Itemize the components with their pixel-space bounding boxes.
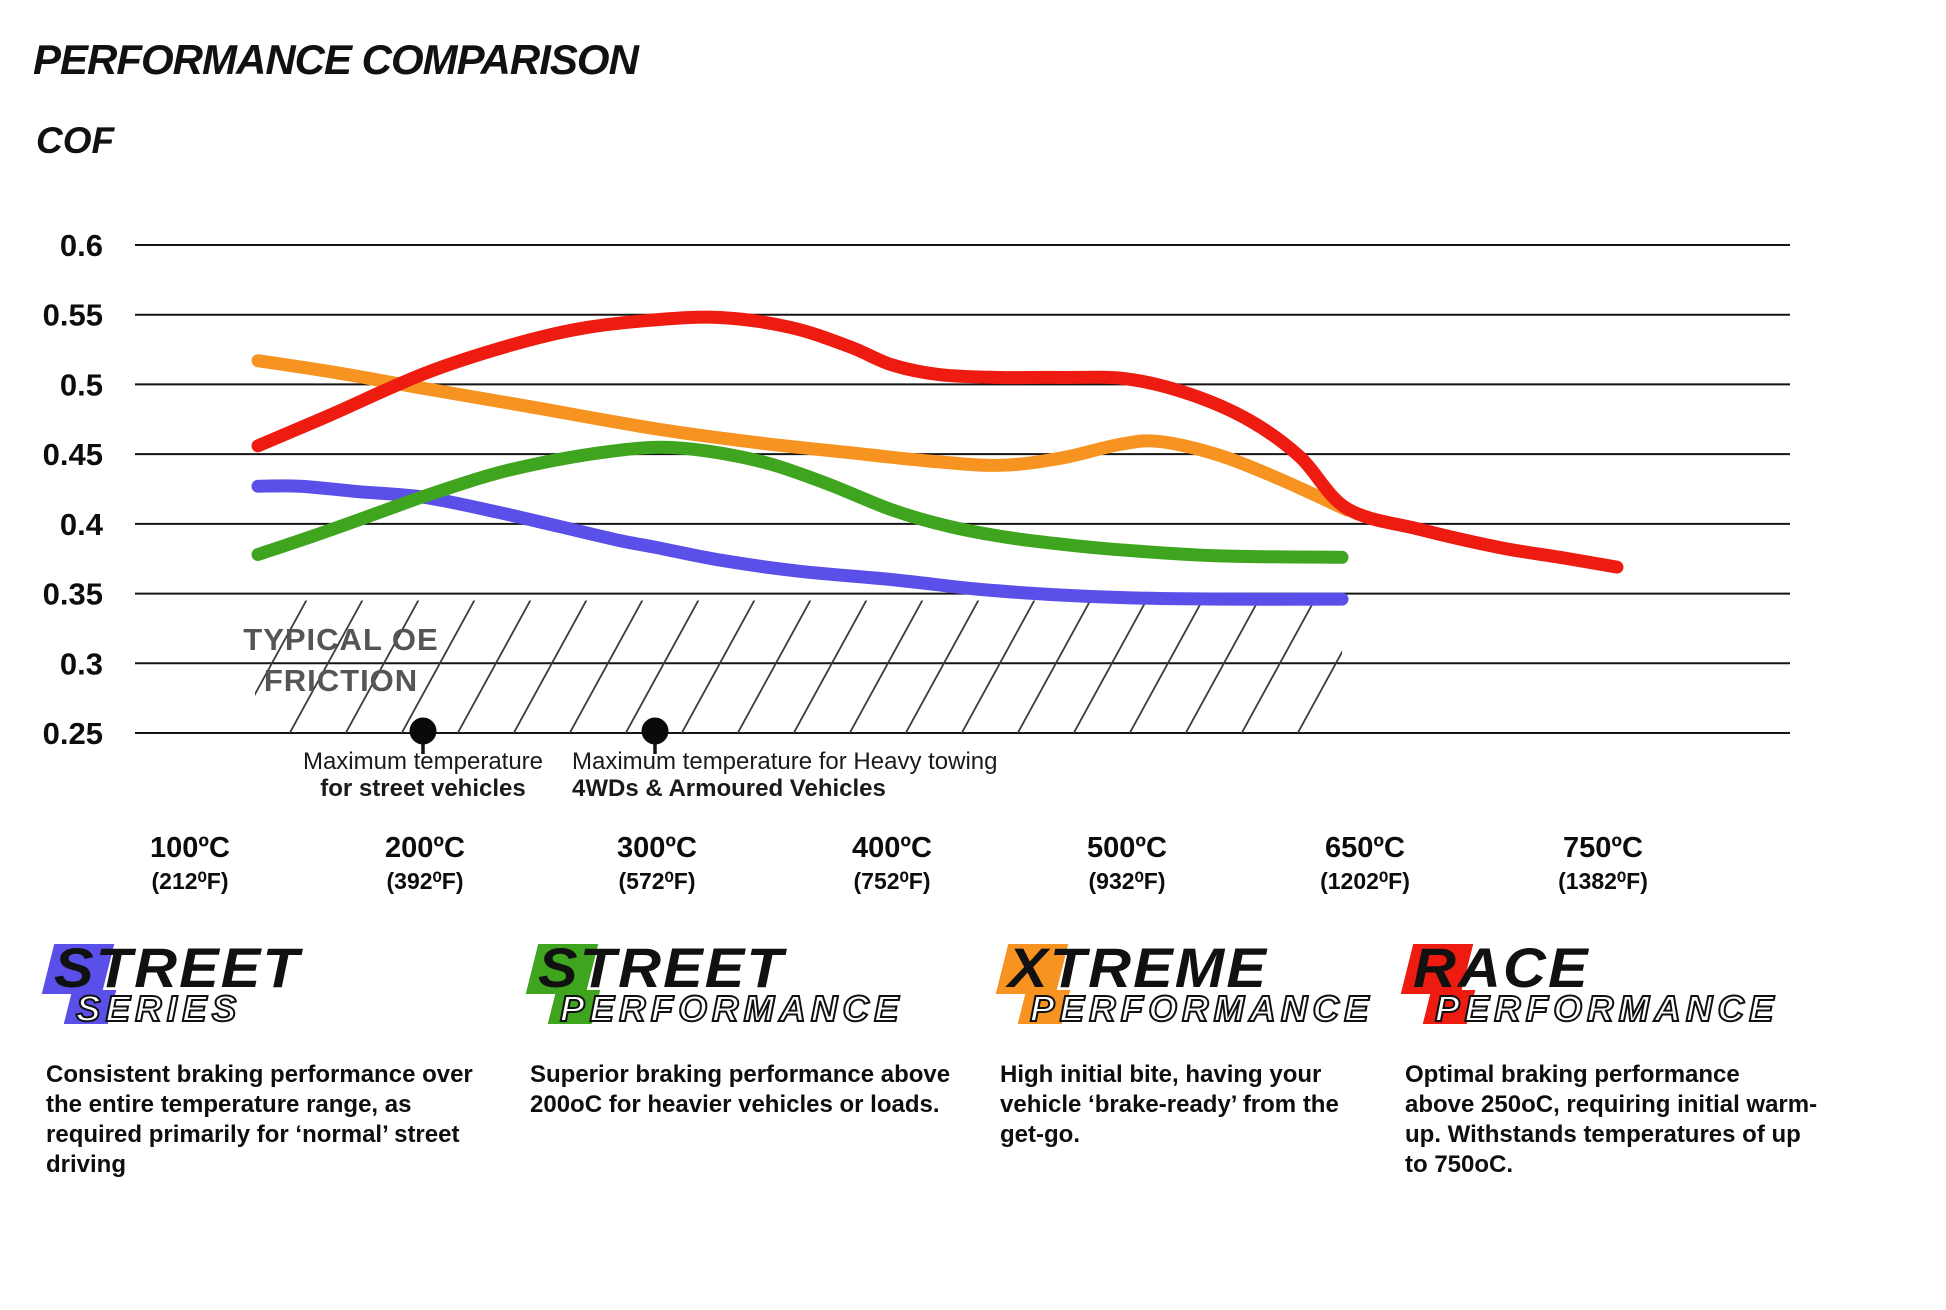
annotation-street-max-temp: Maximum temperature for street vehicles <box>258 748 588 802</box>
x-tick-sublabel: (932⁰F) <box>1089 868 1166 894</box>
oe-friction-hatch <box>255 600 1342 733</box>
logo-wordmark: XTREME <box>1008 936 1269 999</box>
x-tick-sublabel: (212⁰F) <box>152 868 229 894</box>
x-tick-label: 100ºC <box>150 832 230 864</box>
x-tick-label: 650ºC <box>1325 832 1405 864</box>
street-series-logo: STREET SERIES <box>41 940 299 1038</box>
annotation-line1: Maximum temperature <box>302 748 544 775</box>
x-tick-label: 400ºC <box>852 832 932 864</box>
annotation-line2: 4WDs & Armoured Vehicles <box>572 775 886 802</box>
product-description: Consistent braking performance over the … <box>46 1061 473 1178</box>
annotation-towing-max-temp: Maximum temperature for Heavy towing 4WD… <box>572 748 997 802</box>
y-axis-title: COF <box>36 120 115 161</box>
page-title: PERFORMANCE COMPARISON <box>33 36 639 83</box>
annotation-line2: for street vehicles <box>320 775 526 802</box>
legend-item-xtreme-performance: XTREME PERFORMANCE High initial bite, ha… <box>995 940 1370 1148</box>
x-tick-label: 750ºC <box>1563 832 1643 864</box>
series-street-performance <box>251 440 1349 564</box>
product-description: Superior braking performance above 200oC… <box>530 1061 951 1118</box>
annotation-line1: Maximum temperature for Heavy towing <box>572 748 998 775</box>
y-tick-label: 0.4 <box>60 507 104 542</box>
logo-subword: SERIES <box>75 988 242 1029</box>
oe-friction-label: FRICTION <box>264 663 418 698</box>
x-tick-sublabel: (1202⁰F) <box>1320 868 1410 894</box>
oe-friction-label: TYPICAL OE <box>243 622 438 657</box>
x-tick-label: 500ºC <box>1087 832 1167 864</box>
legend-item-race-performance: RACE PERFORMANCE Optimal braking perform… <box>1400 940 1817 1178</box>
x-tick-sublabel: (572⁰F) <box>619 868 696 894</box>
series-race-performance <box>251 310 1624 574</box>
xtreme-performance-logo: XTREME PERFORMANCE <box>995 940 1370 1038</box>
logo-wordmark: STREET <box>54 936 301 999</box>
logo-subword: PERFORMANCE <box>1434 988 1779 1029</box>
logo-subword: PERFORMANCE <box>559 988 904 1029</box>
x-tick-label: 200ºC <box>385 832 465 864</box>
product-description: High initial bite, having your vehicle ‘… <box>1000 1061 1339 1148</box>
logo-wordmark: STREET <box>538 936 785 999</box>
y-tick-label: 0.5 <box>60 367 103 402</box>
y-tick-label: 0.25 <box>43 716 103 751</box>
series-xtreme-performance <box>251 354 1354 517</box>
logo-subword: PERFORMANCE <box>1029 988 1374 1029</box>
race-performance-logo: RACE PERFORMANCE <box>1400 940 1775 1038</box>
y-tick-label: 0.35 <box>43 577 103 612</box>
street-performance-logo: STREET PERFORMANCE <box>525 940 900 1038</box>
x-tick-label: 300ºC <box>617 832 697 864</box>
max-temp-dot <box>409 717 437 745</box>
x-tick-sublabel: (1382⁰F) <box>1558 868 1648 894</box>
legend-item-street-performance: STREET PERFORMANCE Superior braking perf… <box>525 940 950 1118</box>
logo-wordmark: RACE <box>1413 936 1590 999</box>
y-tick-label: 0.55 <box>43 298 103 333</box>
max-temp-dot <box>641 717 669 745</box>
x-tick-sublabel: (752⁰F) <box>854 868 931 894</box>
y-tick-label: 0.6 <box>60 228 103 263</box>
product-description: Optimal braking performance above 250oC,… <box>1405 1061 1818 1178</box>
x-tick-sublabel: (392⁰F) <box>387 868 464 894</box>
y-tick-label: 0.45 <box>43 437 103 472</box>
y-tick-label: 0.3 <box>60 646 103 681</box>
legend-item-street-series: STREET SERIES Consistent braking perform… <box>41 940 473 1178</box>
